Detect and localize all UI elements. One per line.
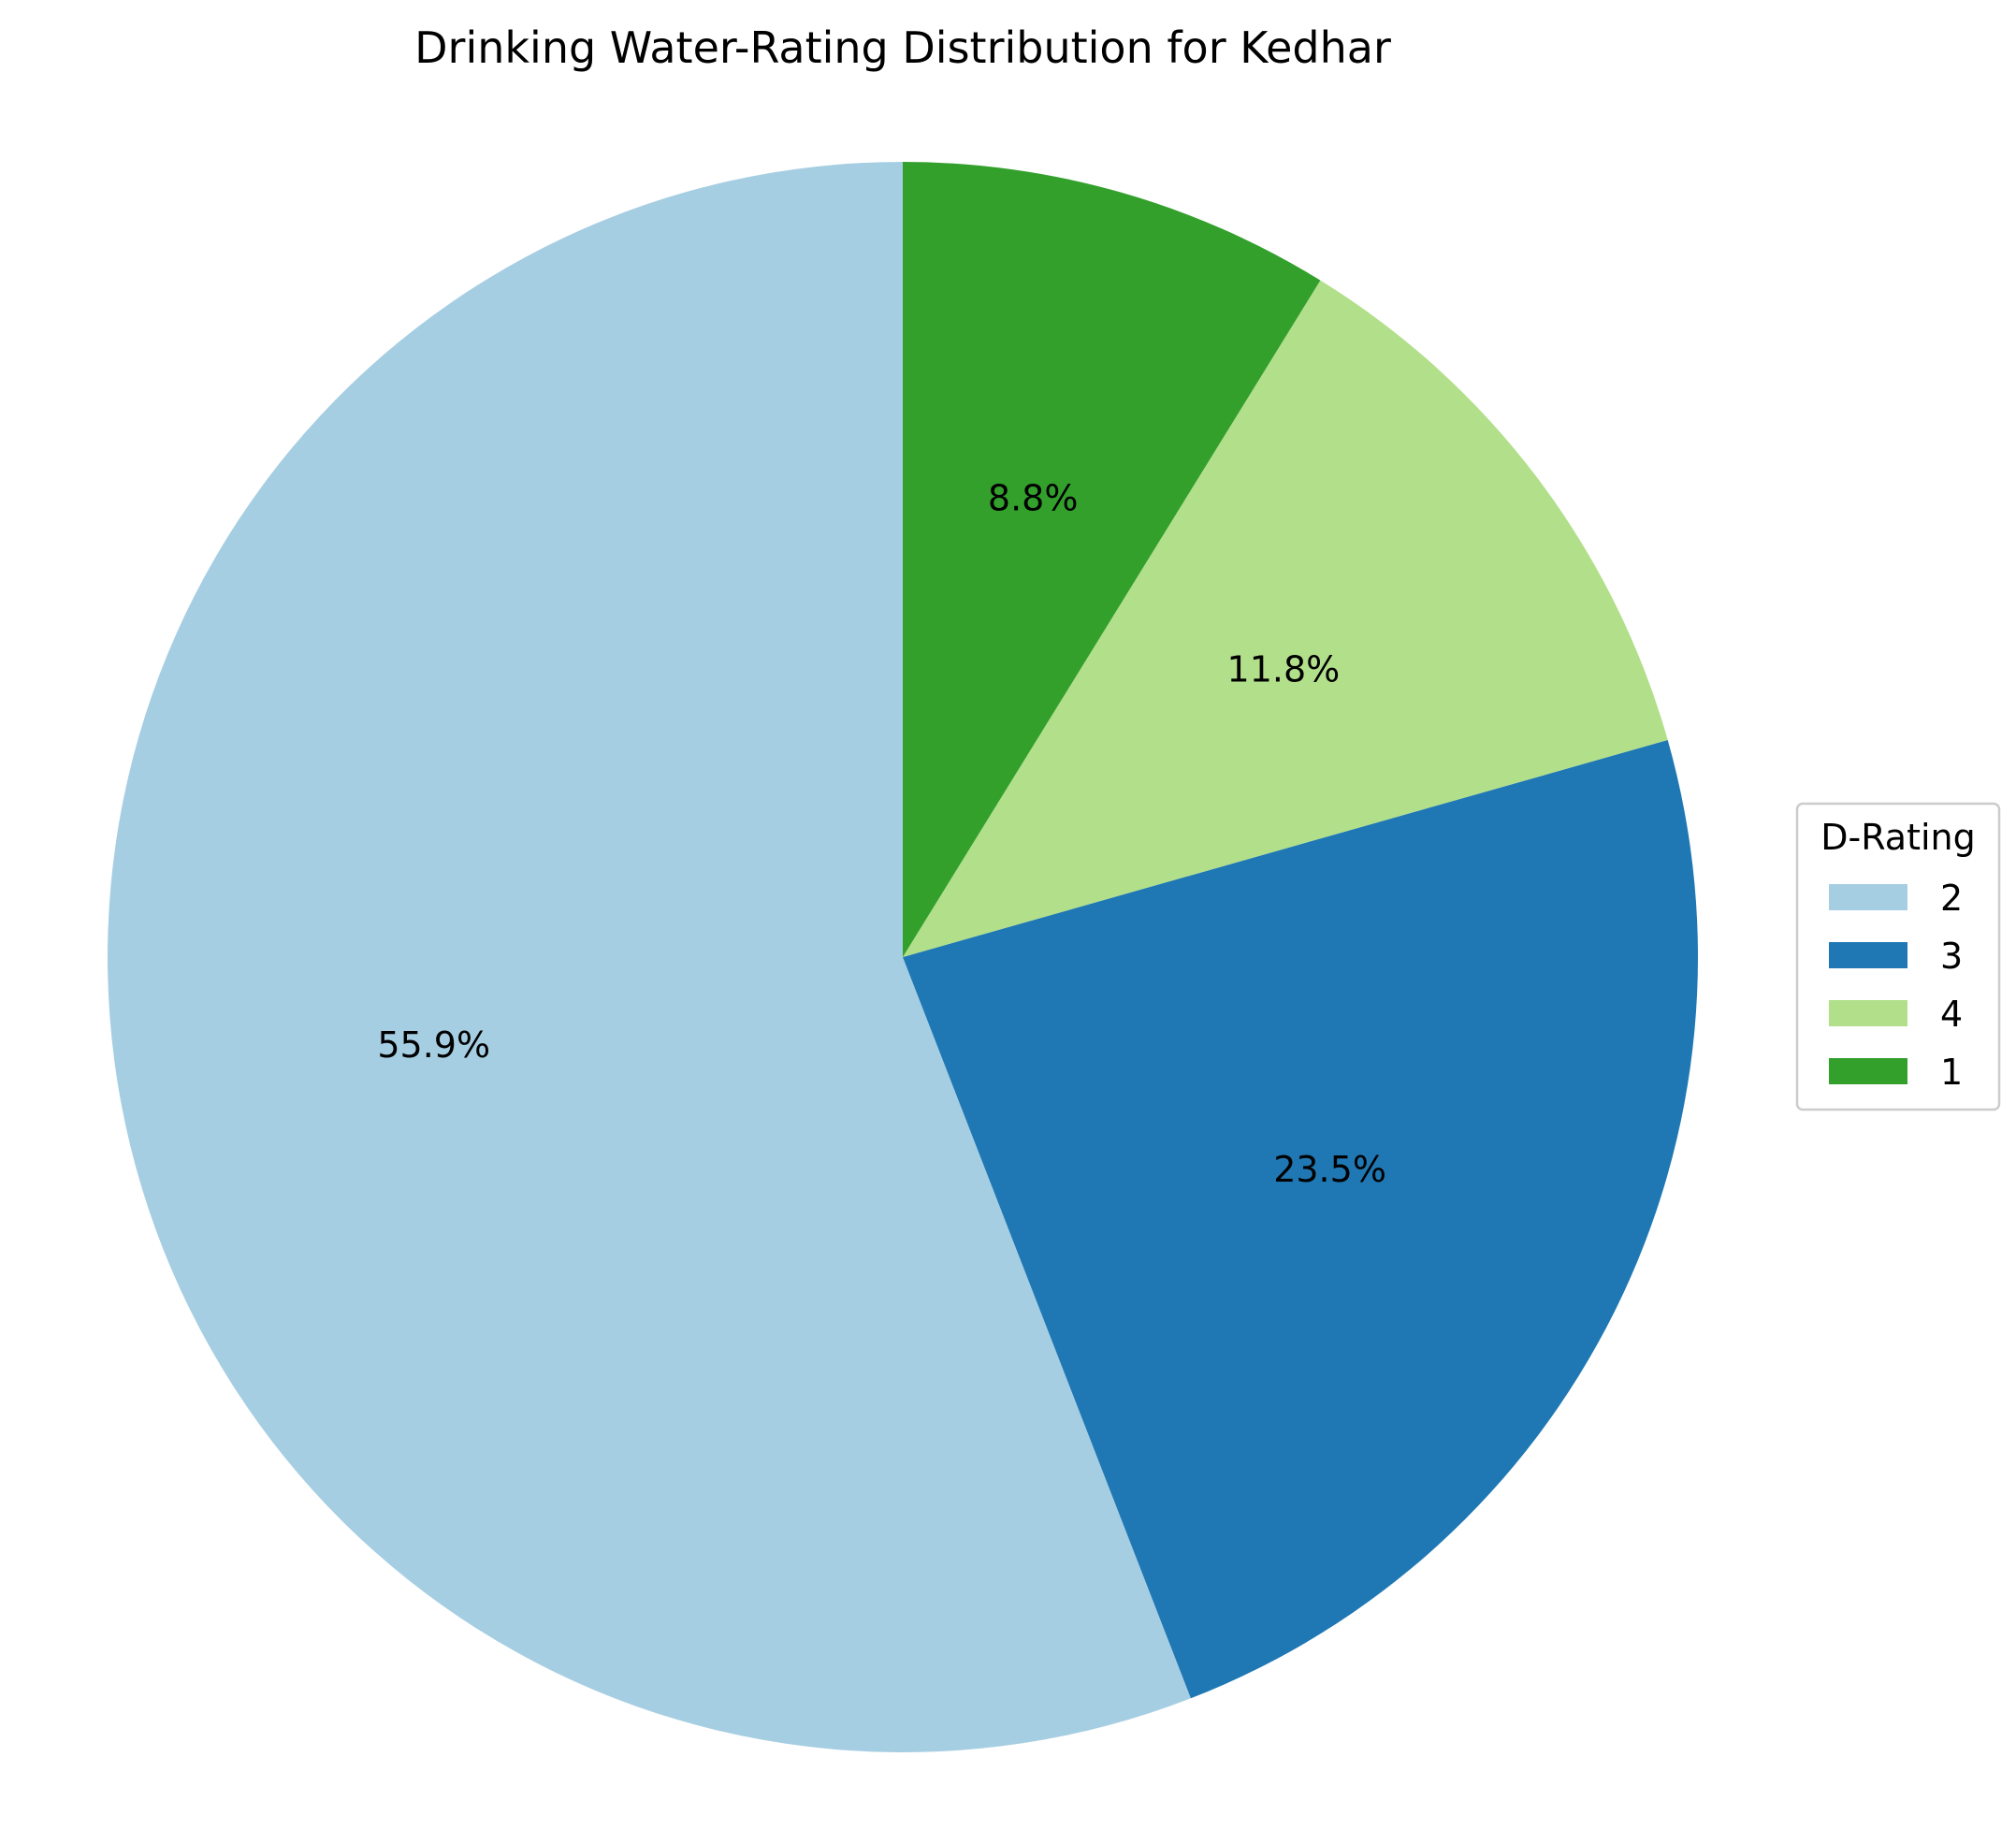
legend-label-3: 3 [1940, 936, 1963, 977]
pie-slice-2 [108, 162, 1191, 1753]
legend: D-Rating 2 3 4 1 [1795, 802, 2001, 1111]
chart-title: Drinking Water-Rating Distribution for K… [414, 22, 1391, 73]
legend-swatch-2 [1829, 884, 1907, 910]
legend-label-2: 2 [1940, 878, 1963, 919]
slice-label-3: 23.5% [1273, 1149, 1386, 1190]
pie-slice-3 [903, 739, 1698, 1699]
legend-swatch-3 [1829, 942, 1907, 968]
legend-label-4: 4 [1940, 994, 1963, 1035]
slice-label-1: 8.8% [988, 477, 1079, 518]
pie-slices [108, 162, 1698, 1753]
slice-label-4: 11.8% [1227, 649, 1341, 690]
pie-slice-1 [903, 162, 1321, 957]
pie-slice-labels: 55.9% 23.5% 11.8% 8.8% [377, 477, 1386, 1190]
pie-slice-4 [903, 280, 1668, 958]
legend-swatch-1 [1829, 1058, 1907, 1084]
legend-swatch-4 [1829, 1000, 1907, 1026]
legend-label-1: 1 [1940, 1052, 1963, 1093]
legend-title: D-Rating [1820, 817, 1976, 858]
slice-label-2: 55.9% [377, 1024, 490, 1066]
legend-items: 2 3 4 1 [1829, 878, 1963, 1093]
